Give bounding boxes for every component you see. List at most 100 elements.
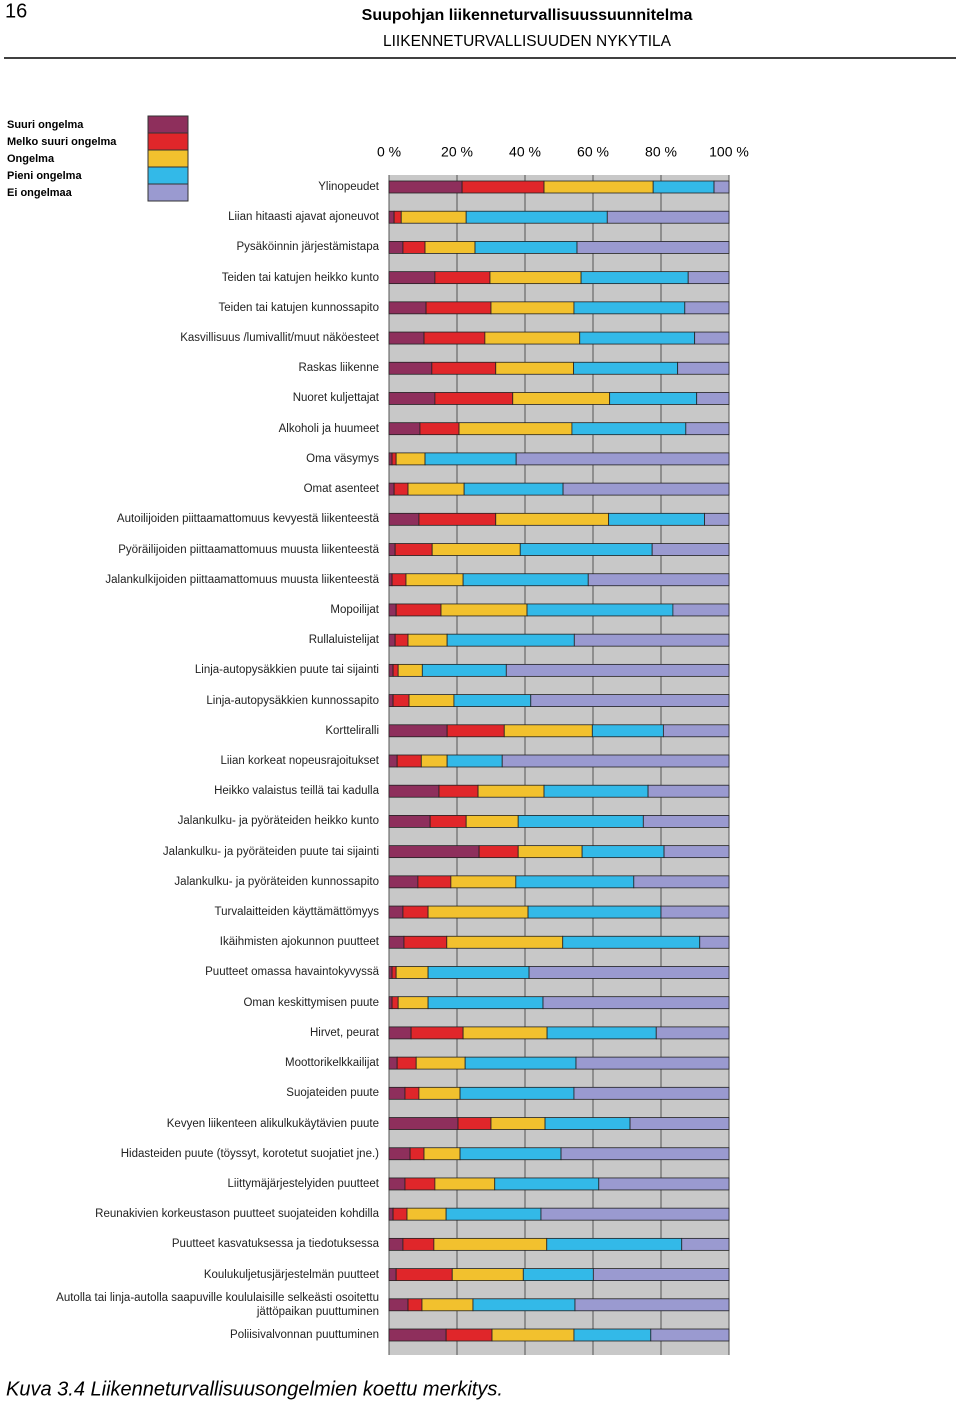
bar-segment <box>431 543 521 556</box>
bar-segment <box>543 180 654 194</box>
bar-segment <box>400 210 467 224</box>
page-title: Suupohjan liikenneturvallisuussuunnitelm… <box>362 7 693 24</box>
bar-segment <box>463 482 564 496</box>
bar-segment <box>423 331 486 345</box>
bar-segment <box>494 1177 600 1191</box>
bar-segment <box>388 663 394 677</box>
bar-segment <box>517 815 644 828</box>
bar-segment <box>459 1147 562 1161</box>
bar-segment <box>391 966 397 979</box>
bar-segment <box>526 603 674 617</box>
y-tick-label: Reunakivien korkeustason puutteet suojat… <box>95 1208 379 1221</box>
bar-segment <box>424 241 476 254</box>
bar-segment <box>501 754 730 768</box>
bar-segment <box>391 452 397 466</box>
bar-segment <box>527 905 662 919</box>
bar-segment <box>434 392 514 405</box>
bar-segment <box>629 1117 730 1130</box>
bar-segment <box>517 845 583 859</box>
bar-segment <box>415 1056 466 1070</box>
y-tick-label: Jalankulku- ja pyöräteiden kunnossapito <box>174 875 379 888</box>
bar-segment <box>687 271 730 285</box>
bar-segment <box>402 241 426 254</box>
y-tick-label: Teiden tai katujen heikko kunto <box>221 271 379 284</box>
bar-segment <box>451 1268 524 1281</box>
bar-segment <box>660 905 730 919</box>
y-tick-label: Kasvillisuus /lumivallit/muut näköesteet <box>180 332 379 345</box>
bar-segment <box>465 210 608 224</box>
bar-segment <box>647 784 730 798</box>
bar-segment <box>512 392 611 405</box>
bar-segment <box>478 845 519 859</box>
bar-segment <box>515 875 635 889</box>
x-tick-label: 100 % <box>709 144 749 160</box>
bar-segment <box>677 361 730 375</box>
bar-segment <box>574 1298 730 1312</box>
bar-segment <box>465 815 519 828</box>
bar-segment <box>392 1207 408 1221</box>
bar-segment <box>505 663 730 677</box>
bar-segment <box>490 301 575 315</box>
bar-segment <box>388 452 393 466</box>
bar-segment <box>388 543 396 556</box>
bar-segment <box>388 271 436 285</box>
bar-segment <box>395 452 426 466</box>
bar-segment <box>704 512 730 526</box>
bar-segment <box>699 935 730 949</box>
x-tick-label: 20 % <box>441 144 473 160</box>
legend-swatch <box>147 149 189 168</box>
bar-segment <box>662 724 730 738</box>
bar-segment <box>477 784 545 798</box>
bar-segment <box>388 392 436 405</box>
bar-segment <box>425 301 492 315</box>
bar-segment <box>560 1147 730 1161</box>
bar-segment <box>542 996 730 1010</box>
bar-segment <box>434 271 491 285</box>
y-tick-label: Kortteliralli <box>325 724 379 737</box>
legend-label: Ei ongelmaa <box>7 187 73 199</box>
bar-segment <box>672 603 730 617</box>
bar-segment <box>402 905 429 919</box>
bar-segment <box>388 633 396 647</box>
bar-segment <box>388 1117 459 1130</box>
bar-segment <box>388 180 463 194</box>
bar-segment <box>633 875 730 889</box>
bar-segment <box>642 815 730 828</box>
bar-segment <box>684 301 730 315</box>
bar-segment <box>395 1268 453 1281</box>
bar-segment <box>396 1056 417 1070</box>
y-tick-label: Ylinopeudet <box>318 181 379 193</box>
bar-segment <box>395 603 442 617</box>
bar-segment <box>391 573 407 587</box>
bar-segment <box>450 875 517 889</box>
bar-segment <box>402 1237 435 1251</box>
bar-segment <box>543 784 649 798</box>
bar-segment <box>396 754 422 768</box>
bar-segment <box>696 392 730 405</box>
bar-segment <box>427 996 544 1010</box>
legend-label: Pieni ongelma <box>7 170 82 182</box>
bar-segment <box>388 1056 398 1070</box>
bar-segment <box>429 815 467 828</box>
bar-segment <box>393 482 409 496</box>
y-tick-label: Linja-autopysäkkien puute tai sijainti <box>194 664 379 677</box>
bar-segment <box>388 1177 406 1191</box>
y-tick-label: Kevyen liikenteen alikulkukäytävien puut… <box>166 1117 379 1130</box>
bar-segment <box>440 603 528 617</box>
bar-segment <box>581 845 665 859</box>
bar-segment <box>388 512 420 526</box>
bar-segment <box>407 482 465 496</box>
bar-segment <box>445 1207 542 1221</box>
bar-segment <box>462 573 589 587</box>
bar-segment <box>388 1147 411 1161</box>
bar-segment <box>391 996 399 1010</box>
bar-segment <box>408 694 455 707</box>
bar-segment <box>446 935 564 949</box>
bar-segment <box>608 512 705 526</box>
bar-segment <box>472 1298 576 1312</box>
bar-segment <box>409 1147 425 1161</box>
bar-segment <box>459 1086 575 1100</box>
bar-segment <box>503 724 593 738</box>
bar-segment <box>515 452 730 466</box>
